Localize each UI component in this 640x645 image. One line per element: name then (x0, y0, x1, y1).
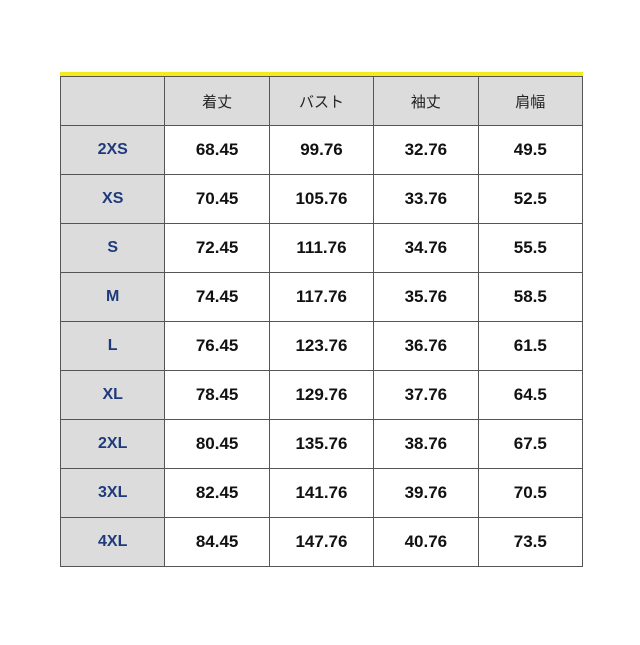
table-row: 2XS 68.45 99.76 32.76 49.5 (59, 125, 584, 175)
measurement-cell: 36.76 (373, 321, 479, 371)
measurement-cell: 33.76 (373, 174, 479, 224)
size-label: 3XL (59, 468, 166, 518)
measurement-cell: 52.5 (477, 174, 584, 224)
table-row: 2XL 80.45 135.76 38.76 67.5 (59, 419, 584, 469)
measurement-cell: 70.5 (477, 468, 584, 518)
measurement-cell: 78.45 (164, 370, 270, 420)
table-row: XL 78.45 129.76 37.76 64.5 (59, 370, 584, 420)
measurement-cell: 73.5 (477, 517, 584, 567)
size-label: S (59, 223, 166, 273)
table-row: L 76.45 123.76 36.76 61.5 (59, 321, 584, 371)
measurement-cell: 32.76 (373, 125, 479, 175)
measurement-cell: 147.76 (268, 517, 375, 567)
measurement-cell: 135.76 (268, 419, 375, 469)
table-row: 3XL 82.45 141.76 39.76 70.5 (59, 468, 584, 518)
measurement-cell: 39.76 (373, 468, 479, 518)
column-header: 袖丈 (373, 76, 479, 126)
measurement-cell: 37.76 (373, 370, 479, 420)
header-corner (59, 76, 166, 126)
measurement-cell: 70.45 (164, 174, 270, 224)
size-label: XS (59, 174, 166, 224)
size-label: 4XL (59, 517, 166, 567)
size-label: 2XS (59, 125, 166, 175)
measurement-cell: 99.76 (268, 125, 375, 175)
size-label: L (59, 321, 166, 371)
measurement-cell: 35.76 (373, 272, 479, 322)
column-header: 着丈 (164, 76, 270, 126)
size-label: M (59, 272, 166, 322)
measurement-cell: 111.76 (268, 223, 375, 273)
table-row: XS 70.45 105.76 33.76 52.5 (59, 174, 584, 224)
measurement-cell: 123.76 (268, 321, 375, 371)
measurement-cell: 105.76 (268, 174, 375, 224)
measurement-cell: 76.45 (164, 321, 270, 371)
measurement-cell: 72.45 (164, 223, 270, 273)
column-header: バスト (268, 76, 375, 126)
measurement-cell: 34.76 (373, 223, 479, 273)
table-row: 4XL 84.45 147.76 40.76 73.5 (59, 517, 584, 567)
measurement-cell: 38.76 (373, 419, 479, 469)
size-table: 着丈 バスト 袖丈 肩幅 2XS 68.45 99.76 32.76 49.5 XS 70.45 1… (59, 76, 584, 567)
measurement-cell: 80.45 (164, 419, 270, 469)
measurement-cell: 58.5 (477, 272, 584, 322)
measurement-cell: 141.76 (268, 468, 375, 518)
size-label: 2XL (59, 419, 166, 469)
measurement-cell: 129.76 (268, 370, 375, 420)
measurement-cell: 68.45 (164, 125, 270, 175)
table-row: M 74.45 117.76 35.76 58.5 (59, 272, 584, 322)
measurement-cell: 64.5 (477, 370, 584, 420)
measurement-cell: 82.45 (164, 468, 270, 518)
measurement-cell: 67.5 (477, 419, 584, 469)
size-chart: 着丈 バスト 袖丈 肩幅 2XS 68.45 99.76 32.76 49.5 XS 70.45 1… (59, 72, 584, 567)
measurement-cell: 61.5 (477, 321, 584, 371)
measurement-cell: 49.5 (477, 125, 584, 175)
measurement-cell: 40.76 (373, 517, 479, 567)
table-row: S 72.45 111.76 34.76 55.5 (59, 223, 584, 273)
size-label: XL (59, 370, 166, 420)
measurement-cell: 117.76 (268, 272, 375, 322)
header-row: 着丈 バスト 袖丈 肩幅 (59, 76, 584, 126)
accent-line (60, 72, 583, 76)
measurement-cell: 74.45 (164, 272, 270, 322)
measurement-cell: 55.5 (477, 223, 584, 273)
measurement-cell: 84.45 (164, 517, 270, 567)
column-header: 肩幅 (477, 76, 584, 126)
